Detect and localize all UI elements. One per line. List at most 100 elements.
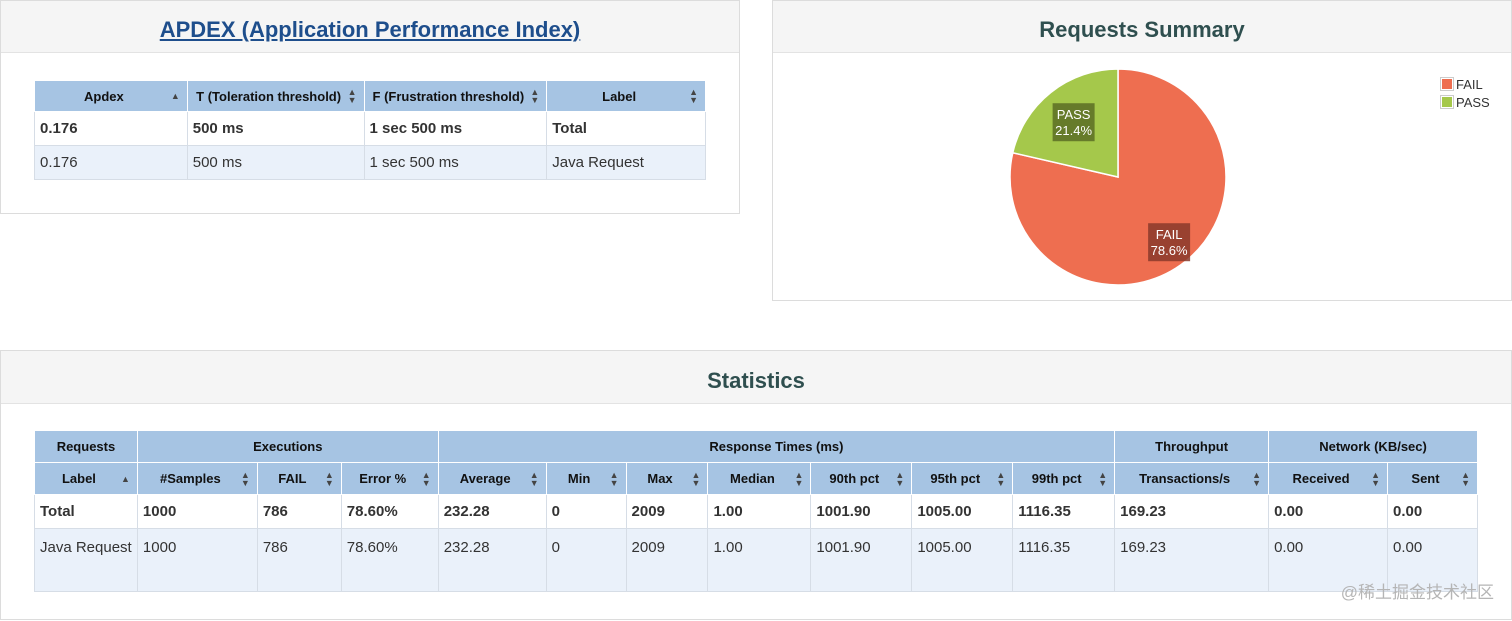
col-label-text: 90th pct <box>829 471 880 486</box>
apdex-panel-header: APDEX (Application Performance Index) <box>1 1 739 53</box>
cell: 500 ms <box>186 145 365 180</box>
legend-label-pass: PASS <box>1456 94 1490 110</box>
sort-both-icon: ▲ ▼ <box>996 469 1006 488</box>
col-label-label: Label <box>602 88 637 104</box>
apdex-panel: APDEX (Application Performance Index) Ap… <box>0 0 740 214</box>
col-label[interactable]: Label ▲ ▼ <box>546 80 706 112</box>
cell: 786 <box>256 528 342 592</box>
cell: 1 sec 500 ms <box>363 111 548 146</box>
col-label-text: Max <box>647 471 673 486</box>
group-response-times: Response Times (ms) <box>437 430 1116 463</box>
sort-both-icon: ▲ ▼ <box>895 469 905 488</box>
col-apdex[interactable]: Apdex ▲ <box>34 80 188 112</box>
col-received[interactable]: Received ▲ ▼ <box>1268 462 1388 495</box>
apdex-header-row: Apdex ▲ T (Toleration threshold) ▲ ▼ F (Fru… <box>34 80 706 112</box>
cell: 169.23 <box>1114 528 1270 592</box>
cell: 0.00 <box>1386 494 1479 529</box>
col-sent[interactable]: Sent ▲ ▼ <box>1386 462 1479 495</box>
col-average[interactable]: Average ▲ ▼ <box>437 462 547 495</box>
cell: 1000 <box>136 494 258 529</box>
cell: 1005.00 <box>911 528 1014 592</box>
sort-both-icon: ▲ ▼ <box>1461 469 1470 488</box>
legend-item-pass[interactable]: PASS <box>1440 93 1490 111</box>
col-max[interactable]: Max ▲ ▼ <box>625 462 709 495</box>
cell: 0.00 <box>1386 528 1479 592</box>
cell: 0 <box>545 494 627 529</box>
sort-both-icon: ▲ ▼ <box>529 469 539 488</box>
group-executions: Executions <box>136 430 439 463</box>
col-label-text: Average <box>459 471 511 486</box>
col-label-text: Median <box>730 471 775 486</box>
statistics-group-row: Requests Executions Response Times (ms) … <box>34 430 1478 463</box>
sort-both-icon: ▲ ▼ <box>324 469 334 488</box>
cell: 500 ms <box>186 111 365 146</box>
col-frustration-threshold[interactable]: F (Frustration threshold) ▲ ▼ <box>363 80 548 112</box>
col-label-frustration: F (Frustration threshold) <box>372 88 525 104</box>
statistics-table: Requests Executions Response Times (ms) … <box>34 430 1479 592</box>
cell: 0 <box>545 528 627 592</box>
cell: 232.28 <box>437 528 547 592</box>
sort-both-icon: ▲ ▼ <box>689 87 698 105</box>
col-min[interactable]: Min ▲ ▼ <box>545 462 627 495</box>
col-99th-pct[interactable]: 99th pct ▲ ▼ <box>1012 462 1116 495</box>
legend-swatch-fail <box>1440 77 1454 91</box>
legend-item-fail[interactable]: FAIL <box>1440 75 1490 93</box>
cell: 1000 <box>136 528 258 592</box>
sort-both-icon: ▲ ▼ <box>1252 469 1262 488</box>
statistics-title: Statistics <box>1 351 1511 404</box>
requests-summary-panel: Requests Summary FAIL 78.6% PASS 21.4% FAIL… <box>772 0 1512 301</box>
pie-label-box <box>1148 223 1191 262</box>
cell: Total <box>546 111 706 146</box>
statistics-panel: Statistics Requests Executions Response … <box>0 350 1512 620</box>
cell: Total <box>34 494 138 529</box>
requests-summary-title: Requests Summary <box>773 1 1511 53</box>
col-90th-pct[interactable]: 90th pct ▲ ▼ <box>810 462 913 495</box>
col-label[interactable]: Label ▲ <box>34 462 138 495</box>
pie-label-name: PASS <box>1057 107 1091 122</box>
statistics-total-row: Total 1000 786 78.60% 232.28 0 2009 1.00… <box>34 494 1479 529</box>
cell: 2009 <box>625 494 709 529</box>
legend-label-fail: FAIL <box>1456 76 1483 92</box>
apdex-table: Apdex ▲ T (Toleration threshold) ▲ ▼ F (Fru… <box>34 80 706 180</box>
apdex-row: 0.176 500 ms 1 sec 500 ms Java Request <box>34 145 706 180</box>
cell: 1001.90 <box>810 528 913 592</box>
col-label-text: #Samples <box>160 471 221 486</box>
cell: 1116.35 <box>1012 528 1116 592</box>
apdex-total-row: 0.176 500 ms 1 sec 500 ms Total <box>34 111 706 146</box>
cell: Java Request <box>546 145 706 180</box>
sort-both-icon: ▲ ▼ <box>240 469 250 488</box>
cell: 1001.90 <box>810 494 913 529</box>
cell: 786 <box>256 494 342 529</box>
col-label-text: Error % <box>359 471 407 486</box>
col-samples[interactable]: #Samples ▲ ▼ <box>136 462 258 495</box>
col-transactions-per-sec[interactable]: Transactions/s ▲ ▼ <box>1114 462 1270 495</box>
statistics-header-row: Label ▲ #Samples ▲ ▼ FAIL ▲ ▼ Error % ▲ ▼ Avera… <box>34 462 1479 495</box>
group-requests: Requests <box>34 430 138 463</box>
statistics-row: Java Request 1000 786 78.60% 232.28 0 20… <box>34 528 1479 592</box>
sort-both-icon: ▲ ▼ <box>691 469 701 488</box>
sort-both-icon: ▲ ▼ <box>421 469 431 488</box>
col-95th-pct[interactable]: 95th pct ▲ ▼ <box>911 462 1014 495</box>
pie-label-value: 21.4% <box>1055 123 1092 138</box>
col-label-text: Min <box>567 471 591 486</box>
apdex-title-link[interactable]: APDEX (Application Performance Index) <box>159 17 581 42</box>
col-label-text: Sent <box>1411 471 1440 486</box>
sort-both-icon: ▲ ▼ <box>1098 469 1108 488</box>
cell: 169.23 <box>1114 494 1270 529</box>
chart-legend: FAIL PASS <box>1440 75 1490 111</box>
watermark: @稀土掘金技术社区 <box>1340 583 1494 602</box>
pie-label-name: FAIL <box>1156 227 1183 242</box>
col-label-text: FAIL <box>278 471 307 486</box>
cell: 1 sec 500 ms <box>363 145 548 180</box>
cell: 0.176 <box>34 111 188 146</box>
cell: 78.60% <box>340 528 439 592</box>
col-median[interactable]: Median ▲ ▼ <box>707 462 812 495</box>
col-error-pct[interactable]: Error % ▲ ▼ <box>340 462 439 495</box>
sort-both-icon: ▲ ▼ <box>347 87 357 105</box>
col-fail[interactable]: FAIL ▲ ▼ <box>256 462 342 495</box>
cell: 0.00 <box>1268 494 1388 529</box>
col-toleration-threshold[interactable]: T (Toleration threshold) ▲ ▼ <box>186 80 365 112</box>
